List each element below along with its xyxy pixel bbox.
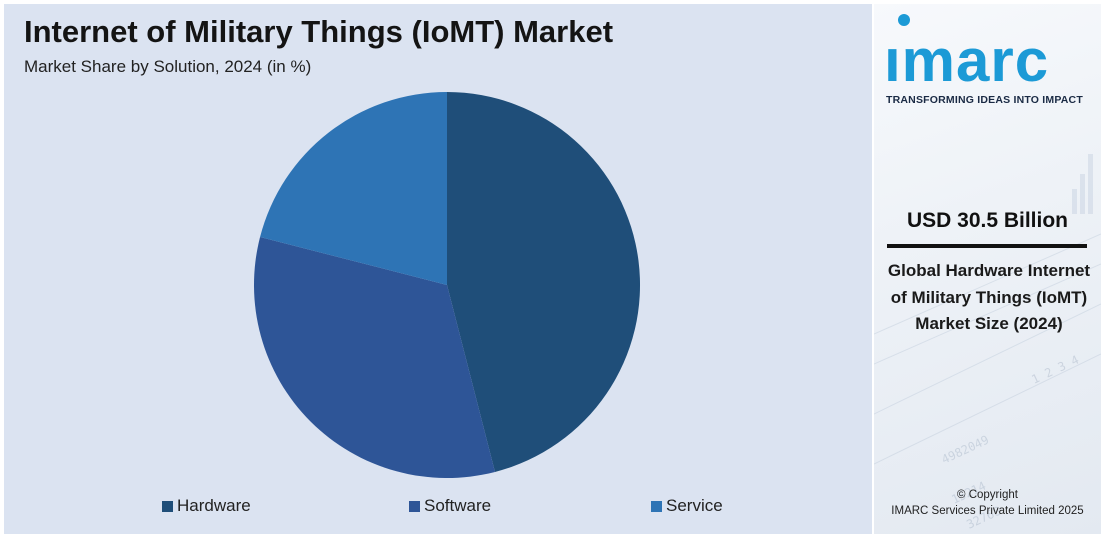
- pie-slice-hardware: [447, 92, 641, 472]
- legend-item-hardware: Hardware: [162, 496, 251, 516]
- logo-dot: [898, 14, 910, 26]
- legend-swatch-software: [409, 500, 420, 512]
- pie-slice-service: [260, 91, 447, 285]
- chart-legend: Hardware Software Service: [4, 496, 872, 520]
- copyright-line-1: © Copyright: [957, 489, 1018, 501]
- divider: [887, 244, 1087, 248]
- legend-label-software: Software: [424, 496, 492, 515]
- svg-text:1 2 3 4: 1 2 3 4: [1029, 353, 1081, 387]
- chart-subtitle: Market Share by Solution, 2024 (in %): [24, 57, 312, 76]
- imarc-logo: ımarc: [884, 14, 1094, 94]
- legend-item-software: Software: [409, 496, 491, 516]
- chart-panel: Internet of Military Things (IoMT) Marke…: [4, 4, 872, 534]
- legend-swatch-service: [651, 500, 662, 512]
- logo-text: ımarc: [884, 27, 1050, 94]
- legend-item-service: Service: [651, 496, 723, 516]
- pie-slice-software: [253, 237, 495, 479]
- svg-text:4982049: 4982049: [939, 433, 991, 467]
- market-size-value: USD 30.5 Billion: [906, 209, 1069, 232]
- market-size-caption: Global Hardware Internet of Military Thi…: [887, 261, 1091, 333]
- legend-label-hardware: Hardware: [177, 496, 251, 515]
- legend-label-service: Service: [666, 496, 723, 515]
- sidebar-panel: 4982049 15214 32768 1 2 3 4 ımarc TRANSF…: [874, 4, 1101, 534]
- legend-swatch-hardware: [162, 500, 173, 512]
- pie-chart: [253, 91, 641, 479]
- chart-title: Internet of Military Things (IoMT) Marke…: [24, 14, 614, 49]
- copyright-line-2: IMARC Services Private Limited 2025: [891, 505, 1084, 517]
- copyright: © Copyright IMARC Services Private Limit…: [874, 487, 1101, 519]
- logo-tagline: TRANSFORMING IDEAS INTO IMPACT: [886, 94, 1083, 106]
- background-chart-decoration: 4982049 15214 32768 1 2 3 4: [874, 154, 1101, 532]
